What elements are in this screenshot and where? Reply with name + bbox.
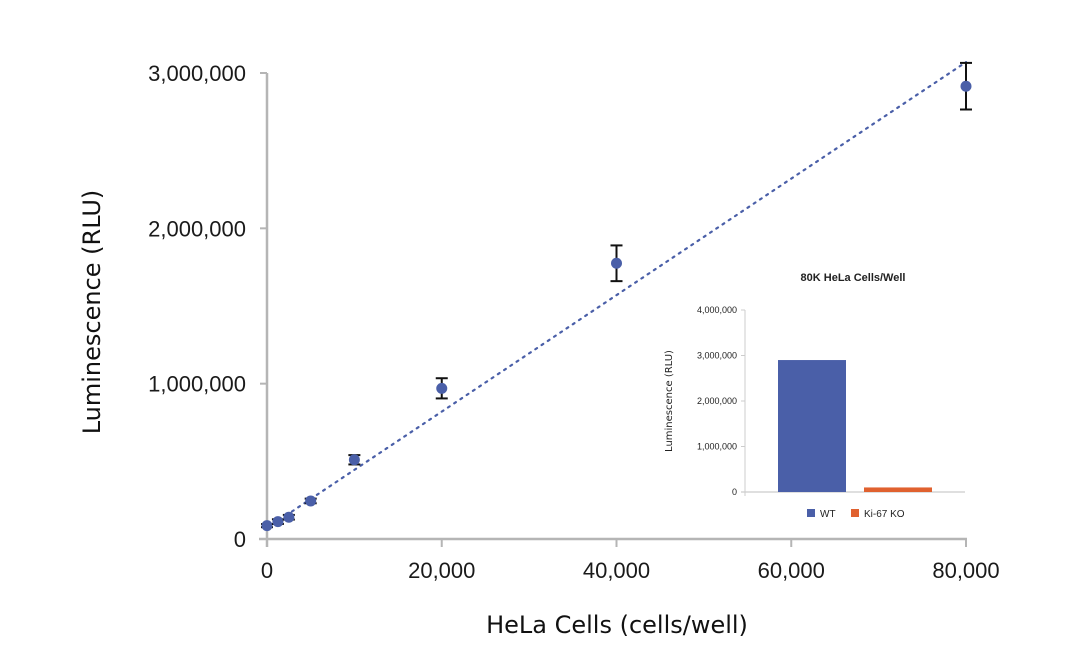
trendline xyxy=(265,61,968,530)
data-point xyxy=(348,454,360,466)
data-point-group xyxy=(435,377,448,400)
x-axis-title: HeLa Cells (cells/well) xyxy=(486,611,748,639)
data-point-group xyxy=(282,511,295,523)
x-tick-label: 0 xyxy=(261,558,273,583)
x-tick-label: 40,000 xyxy=(583,558,650,583)
data-point-group xyxy=(261,520,273,532)
x-tick-label: 80,000 xyxy=(932,558,999,583)
legend-swatch xyxy=(807,509,815,517)
inset-bar-chart: 80K HeLa Cells/Well Luminescence (RLU) 0… xyxy=(664,272,965,520)
inset-y-tick-label: 3,000,000 xyxy=(697,351,737,361)
data-point xyxy=(272,516,284,528)
y-tick-label: 0 xyxy=(234,527,246,552)
data-point-group xyxy=(610,244,623,283)
data-point-group xyxy=(271,516,284,528)
data-point xyxy=(283,511,295,523)
y-axis-title: Luminescence (RLU) xyxy=(78,190,106,435)
legend-swatch xyxy=(851,509,859,517)
y-tick-label: 1,000,000 xyxy=(148,372,246,397)
inset-y-axis-title: Luminescence (RLU) xyxy=(664,350,675,452)
data-point xyxy=(611,257,622,269)
x-tick-label: 20,000 xyxy=(408,558,475,583)
data-point xyxy=(960,80,972,92)
data-point-group xyxy=(348,454,361,466)
data-point xyxy=(305,495,317,507)
main-axes xyxy=(259,72,967,547)
inset-legend: WT Ki-67 KO xyxy=(807,509,905,520)
inset-y-tick-label: 0 xyxy=(732,487,737,497)
y-tick-label: 2,000,000 xyxy=(148,216,246,241)
inset-bars xyxy=(778,360,932,492)
x-tick-label: 60,000 xyxy=(758,558,825,583)
data-points xyxy=(261,61,972,532)
legend-label: WT xyxy=(820,509,836,520)
data-point xyxy=(436,382,448,394)
inset-y-tick-label: 2,000,000 xyxy=(697,396,737,406)
data-point-group xyxy=(960,61,972,111)
data-point-group xyxy=(304,495,317,507)
trendline-line xyxy=(265,61,968,530)
data-point xyxy=(261,520,273,532)
inset-bar xyxy=(778,360,846,492)
inset-title: 80K HeLa Cells/Well xyxy=(801,272,906,284)
inset-y-tick-label: 4,000,000 xyxy=(697,305,737,315)
inset-y-tick-label: 1,000,000 xyxy=(697,442,737,452)
axis-labels: 0 1,000,000 2,000,000 3,000,000 0 20,000 40,00… xyxy=(148,61,1000,583)
y-tick-label: 3,000,000 xyxy=(148,61,246,86)
inset-bar xyxy=(864,487,932,492)
legend-label: Ki-67 KO xyxy=(864,509,905,520)
